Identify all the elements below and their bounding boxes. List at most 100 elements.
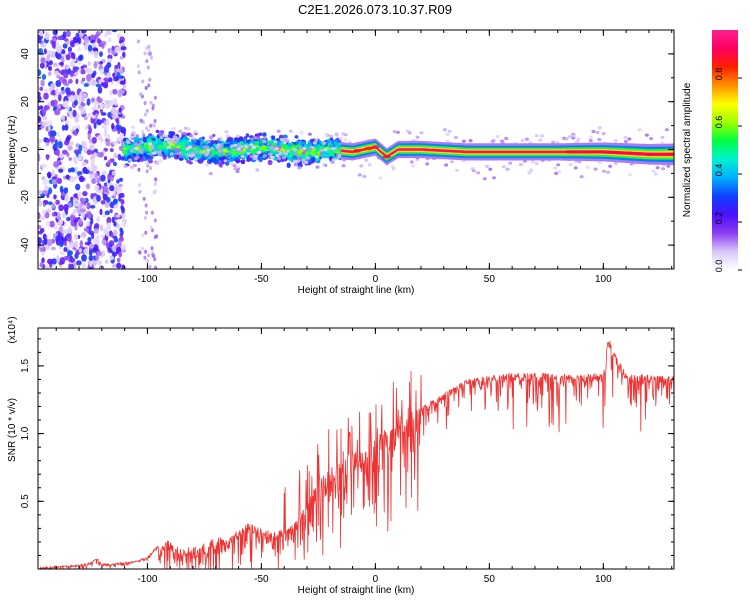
spectrogram-cell [334,132,339,137]
spectrogram-cell [627,137,632,141]
spectrogram-cell [257,150,262,154]
spectrogram-cell [92,47,99,52]
spectrogram-cell [41,108,47,115]
spectrogram-cell [597,137,602,142]
spectrogram-cell [149,155,154,160]
spectrogram-cell [147,139,153,143]
spectrogram-cell [93,228,99,235]
snr-x-tick-label: 0 [373,574,379,585]
spectrogram-cell [53,161,60,168]
spectrogram-cell [38,138,42,143]
spectrogram-cell [234,156,239,161]
spectrogram-cell [86,202,91,210]
spectrogram-cell [255,140,260,144]
spectrogram-cell [111,123,115,130]
spectrogram-cell [276,129,281,133]
spectrogram-cell [52,176,57,181]
spectrogram-cell [343,138,348,142]
spectrogram-cell [322,141,326,145]
spectrogram-cell [113,161,117,167]
spectrogram-cell [194,150,198,154]
spectrogram-cell [96,194,101,202]
spectrogram-cell [144,46,148,51]
spectrogram-cell [108,37,112,43]
spectrogram-cell [97,86,103,94]
spectrogram-cell [145,210,148,215]
spectrogram-cell [41,257,45,264]
spectrogram-cell [244,145,249,149]
spectrogram-cell [63,82,70,87]
spectrogram-cell [77,46,81,52]
spectrogram-cell [93,99,98,108]
spectrogram-cell [97,151,101,158]
spectrogram-cell [122,84,127,89]
spectrogram-y-tick-label: 20 [20,96,31,108]
spectrogram-cell [57,94,62,102]
spectrogram-cell [43,48,47,55]
spectrogram-cell [454,168,459,172]
spectrogram-cell [103,33,108,38]
spectrogram-cell [119,80,126,85]
spectrogram-cell [364,158,369,162]
spectrogram-cell [51,202,56,210]
spectrogram-cell [117,136,123,142]
spectrogram-cell [664,128,669,132]
spectrogram-cell [218,145,223,149]
spectrogram-cell [153,140,158,145]
spectrogram-cell [557,170,562,174]
spectrogram-cell [153,257,157,262]
spectrogram-cell [409,160,414,164]
spectrogram-cell [155,129,160,134]
spectrogram-cell [114,185,120,192]
spectrogram-cell [149,123,153,128]
spectrogram-cell [262,154,267,158]
spectrogram-cell [149,100,153,105]
spectrogram-cell [275,153,280,157]
spectrogram-cell [273,140,278,144]
spectrogram-cell [175,137,180,141]
spectrogram-cell [666,164,671,168]
spectrogram-cell [41,163,48,168]
spectrogram-cell [249,143,254,147]
spectrogram-cell [229,144,234,148]
spectrogram-cell [80,208,87,213]
spectrogram-cell [405,129,410,133]
spectrogram-cell [83,115,88,121]
spectrogram-cell [94,113,99,118]
spectrogram-cell [223,148,227,153]
spectrogram-cell [116,257,121,263]
spectrogram-cell [119,89,126,95]
spectrogram-cell [154,177,158,182]
spectrogram-cell [525,137,529,141]
spectrogram-cell [69,72,74,77]
spectrogram-cell [117,153,122,161]
spectrogram-cell [118,251,123,258]
spectrogram-cell [147,44,151,49]
spectrogram-cell [94,222,100,229]
spectrogram-cell [208,172,213,176]
spectrogram-cell [38,48,44,55]
spectrogram-cell [527,171,532,175]
spectrogram-cell [296,159,301,163]
spectrogram-x-ticks: -100 -50 0 50 100 [55,30,673,285]
spectrogram-cell [623,136,628,140]
spectrogram-cell [38,106,42,111]
spectrogram-cell [579,175,584,179]
spectrogram-cell [84,67,90,73]
spectrogram-cell [162,133,167,138]
spectrogram-cell [83,248,89,255]
spectrogram-cell [382,154,391,159]
spectrogram-cell [84,125,88,131]
spectrogram-cell [144,112,147,117]
spectrogram-cell [149,166,152,171]
spectrogram-cell [185,147,190,151]
spectrogram-cell [39,62,45,69]
spectrogram-cell [40,57,46,64]
spectrogram-cell [107,173,112,180]
spectrogram-cell [47,71,52,76]
spectrogram-cell [312,141,317,145]
spectrogram-cell [51,89,57,96]
spectrogram-cell [553,166,558,170]
spectrogram-cell [67,168,72,173]
spectrogram-cell [332,147,337,151]
